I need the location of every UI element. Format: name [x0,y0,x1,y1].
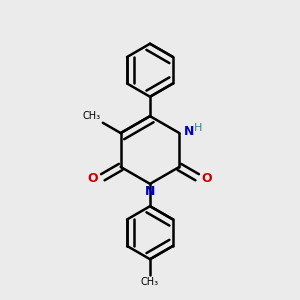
Text: CH₃: CH₃ [82,111,100,121]
Text: O: O [88,172,98,185]
Text: N: N [184,125,194,138]
Text: O: O [202,172,212,185]
Text: CH₃: CH₃ [141,277,159,287]
Text: N: N [145,185,155,198]
Text: H: H [194,123,202,133]
